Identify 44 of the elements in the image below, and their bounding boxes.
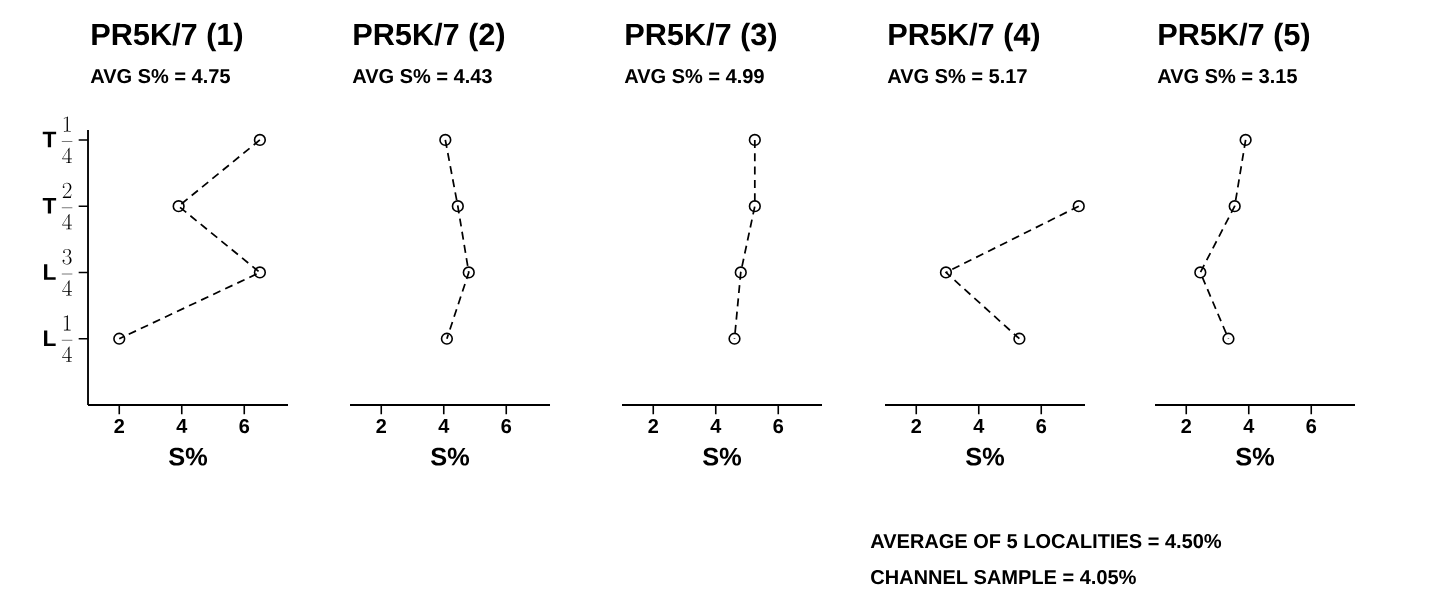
chart-subtitle: AVG S% = 5.17 xyxy=(887,69,1027,84)
point xyxy=(439,133,452,147)
point xyxy=(462,266,475,279)
x-axis-title: S% xyxy=(169,447,208,466)
x-tick-label: 6 xyxy=(773,419,784,434)
point xyxy=(440,332,454,345)
x-axis-title: S% xyxy=(431,447,470,466)
x-tick-label: 2 xyxy=(911,419,922,433)
point xyxy=(451,200,464,213)
point xyxy=(1222,332,1235,345)
x-tick-label: 2 xyxy=(1181,419,1191,433)
x-tick-label: 4 xyxy=(710,419,722,433)
x-tick-label: 4 xyxy=(973,419,985,433)
chart-subtitle: AVG S% = 4.75 xyxy=(90,69,230,84)
x-tick-label: 2 xyxy=(376,419,387,433)
x-tick-label: 4 xyxy=(1243,419,1255,433)
chart-title: PR5K/7 (1) xyxy=(92,22,243,52)
chart-title: PR5K/7 (2) xyxy=(354,22,505,52)
chart-subtitle: AVG S% = 4.99 xyxy=(624,69,764,84)
point xyxy=(1239,133,1252,147)
x-tick-label: 4 xyxy=(176,419,188,433)
x-tick-label: 6 xyxy=(1036,419,1047,434)
chart-subtitle: AVG S% = 4.43 xyxy=(352,69,492,84)
x-tick-label: 4 xyxy=(438,419,450,433)
chart-title: PR5K/7 (4) xyxy=(889,22,1040,52)
text: CHANNEL SAMPLE = 4.05% xyxy=(871,570,1136,585)
text: AVERAGE OF 5 LOCALITIES = 4.50% xyxy=(870,534,1222,549)
chart-subtitle: AVG S% = 3.15 xyxy=(1157,69,1297,84)
x-axis-title: S% xyxy=(966,447,1005,466)
x-axis-title: S% xyxy=(1236,447,1275,466)
y-tick-label: $\mathbf{T}\,\frac{2}{4}$ xyxy=(42,182,73,230)
y-tick-label: $\mathbf{L}\,\frac{1}{4}$ xyxy=(44,315,73,362)
chart-title: PR5K/7 (3) xyxy=(626,22,777,52)
chart-title: PR5K/7 (5) xyxy=(1159,22,1310,52)
x-tick-label: 2 xyxy=(648,419,659,433)
x-tick-label: 6 xyxy=(501,419,512,434)
x-axis-title: S% xyxy=(703,447,742,466)
y-tick-label: $\mathbf{T}\,\frac{1}{4}$ xyxy=(42,116,73,164)
y-tick-label: $\mathbf{L}\,\frac{3}{4}$ xyxy=(44,248,73,296)
x-tick-label: 6 xyxy=(239,419,250,434)
point xyxy=(1194,266,1207,279)
x-tick-label: 2 xyxy=(114,419,125,433)
x-tick-label: 6 xyxy=(1306,419,1317,434)
point xyxy=(1228,200,1241,213)
